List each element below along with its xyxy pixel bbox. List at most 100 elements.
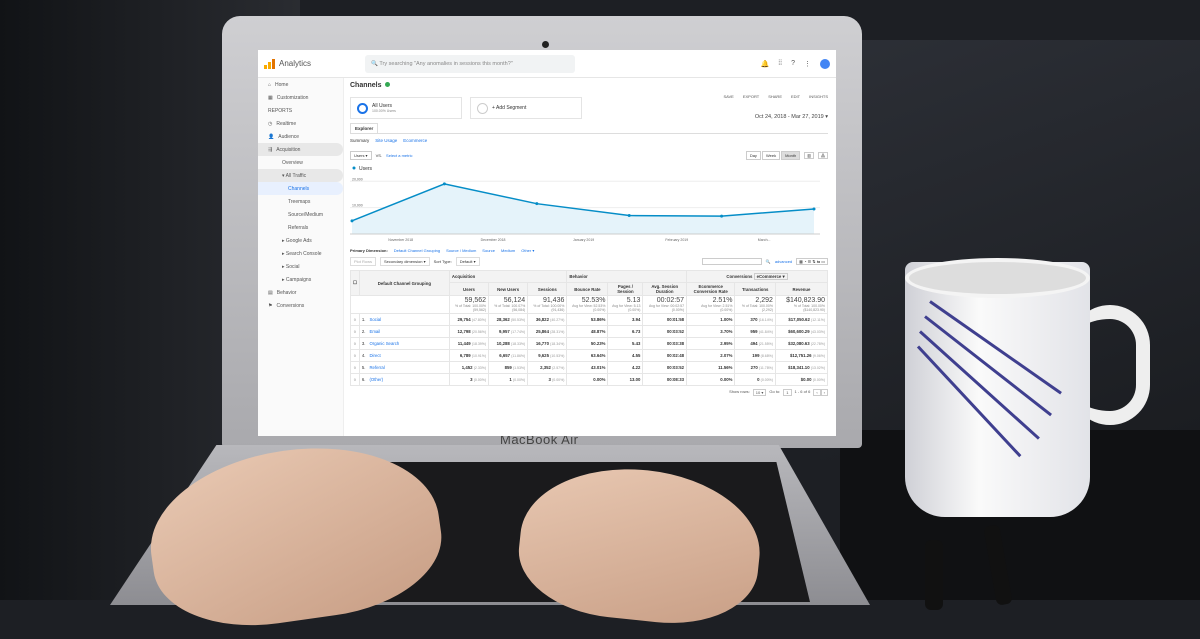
column-header[interactable]: Bounce Rate [566, 282, 609, 296]
dimension-option[interactable]: Medium [500, 248, 516, 253]
advanced-filter-link[interactable]: advanced [774, 259, 793, 264]
channel-link[interactable]: Direct [369, 353, 381, 358]
column-header[interactable]: Transactions [734, 282, 776, 296]
row-checkbox[interactable]: ○ [350, 337, 360, 350]
filter-search-icon[interactable]: 🔍 [765, 259, 771, 264]
line-chart-icon[interactable]: ▥ [804, 152, 814, 159]
prev-page-icon[interactable]: ‹ [813, 389, 821, 396]
x-tick-label: November 2018 [388, 238, 413, 242]
action-share-button[interactable]: SHARE [768, 94, 782, 99]
tab-explorer[interactable]: Explorer [350, 123, 379, 133]
sidebar-item-treemaps[interactable]: Treemaps [258, 195, 343, 208]
metric-select[interactable]: Users ▾ [350, 151, 372, 160]
data-point[interactable] [812, 207, 816, 211]
dimension-option[interactable]: Other ▾ [521, 248, 535, 253]
channel-link[interactable]: Referral [369, 365, 385, 370]
help-icon[interactable]: ? [791, 60, 795, 67]
sort-type-select[interactable]: Default ▾ [455, 257, 480, 266]
data-point[interactable] [720, 214, 724, 218]
rows-per-page-select[interactable]: 10 ▾ [752, 389, 767, 396]
totals-row: 59,562% of Total: 100.00% (59,562) 56,124… [350, 295, 829, 314]
sidebar-item-label: Realtime [276, 120, 297, 127]
metric-value: 11.56% [718, 365, 733, 370]
x-tick-label: February 2019 [665, 238, 688, 242]
segment-all-users[interactable]: All Users 100.00% Users [350, 97, 462, 119]
metric-percent: (8.68%) [760, 354, 773, 358]
metric-cell: 29,754 (47.80%) [448, 313, 490, 326]
sidebar-item-behavior[interactable]: ▤ Behavior [258, 286, 343, 299]
row-checkbox[interactable]: ○ [350, 349, 360, 362]
granularity-week-button[interactable]: Week [761, 151, 781, 160]
channel-link[interactable]: Organic Search [369, 341, 400, 346]
sidebar-item-social[interactable]: ▸ Social [258, 260, 343, 273]
column-header[interactable]: Sessions [527, 282, 568, 296]
plot-rows-button[interactable]: Plot Rows [350, 257, 377, 266]
sidebar-item-home[interactable]: ⌂ Home [258, 78, 343, 91]
channel-link[interactable]: Social [369, 317, 382, 322]
data-point[interactable] [627, 214, 631, 218]
action-export-button[interactable]: EXPORT [742, 94, 760, 99]
column-header[interactable]: Users [448, 282, 490, 296]
granularity-month-button[interactable]: Month [781, 151, 801, 160]
sidebar-item-channels[interactable]: Channels [258, 182, 343, 195]
bell-icon[interactable]: 🔔 [760, 60, 770, 68]
sidebar-item-searchconsole[interactable]: ▸ Search Console [258, 247, 343, 260]
motion-chart-icon[interactable]: ⁂ [818, 152, 828, 159]
date-range-picker[interactable]: Oct 24, 2018 - Mar 27, 2019 ▾ [754, 114, 828, 120]
header-row-groups: ☐ Default Channel Grouping Acquisition Beha… [350, 270, 828, 296]
sidebar-item-alltraffic[interactable]: ▾ All Traffic [258, 169, 343, 182]
next-page-icon[interactable]: › [820, 389, 828, 396]
sidebar-item-googleads[interactable]: ▸ Google Ads [258, 234, 343, 247]
conversions-select[interactable]: eCommerce ▾ [753, 272, 788, 280]
data-point[interactable] [535, 202, 539, 206]
dimension-option[interactable]: Default Channel Grouping [393, 248, 441, 253]
action-edit-button[interactable]: EDIT [790, 94, 801, 99]
column-header[interactable]: Ecommerce Conversion Rate [686, 282, 736, 296]
column-header[interactable]: Revenue [774, 282, 829, 296]
select-all-checkbox[interactable]: ☐ [350, 270, 360, 296]
channel-link[interactable]: Email [369, 329, 381, 334]
column-header-channel[interactable]: Default Channel Grouping [358, 270, 450, 296]
action-save-button[interactable]: SAVE [723, 94, 734, 99]
apps-grid-icon[interactable]: ⁞⁞ [778, 60, 783, 67]
select-metric-link[interactable]: Select a metric [386, 153, 413, 158]
subtab-site-usage[interactable]: Site Usage [375, 138, 398, 143]
action-insights-button[interactable]: INSIGHTS [809, 94, 828, 99]
data-point[interactable] [442, 182, 446, 186]
channel-link[interactable]: (Other) [369, 377, 384, 382]
sidebar-item-customization[interactable]: ▦ Customization [258, 91, 343, 104]
add-segment-button[interactable]: + Add Segment [470, 97, 582, 119]
row-checkbox[interactable]: ○ [350, 361, 360, 374]
subtab-summary[interactable]: Summary [350, 138, 370, 143]
sidebar-item-referrals[interactable]: Referrals [258, 221, 343, 234]
row-checkbox[interactable]: ○ [350, 373, 360, 386]
row-checkbox[interactable]: ○ [350, 325, 360, 338]
subtab-ecommerce[interactable]: Ecommerce [403, 138, 428, 143]
sidebar-item-audience[interactable]: 👤 Audience [258, 130, 343, 143]
sidebar-item-overview[interactable]: Overview [258, 156, 343, 169]
sidebar-item-realtime[interactable]: ◷ Realtime [258, 117, 343, 130]
metric-value: 00:03:38 [666, 341, 685, 346]
data-point[interactable] [350, 219, 354, 223]
page-range-label: 1 - 6 of 6 [794, 389, 811, 394]
search-input[interactable]: 🔍 Try searching "Any anomalies in sessio… [365, 54, 575, 73]
row-checkbox[interactable]: ○ [350, 313, 360, 326]
column-header[interactable]: Avg. Session Duration [642, 282, 688, 296]
sidebar-item-campaigns[interactable]: ▸ Campaigns [258, 273, 343, 286]
dimension-option[interactable]: Source [482, 248, 495, 253]
table-view-icons[interactable]: ▦ ◔ ☰ ⇅ ⇆ ▭ [796, 258, 828, 265]
sidebar-item-acquisition[interactable]: ⇶ Acquisition [258, 143, 343, 156]
granularity-day-button[interactable]: Day [745, 151, 761, 160]
total-value: 56,124 [503, 297, 526, 304]
row-number: 1. [361, 317, 366, 322]
sidebar-item-conversions[interactable]: ⚑ Conversions [258, 299, 343, 312]
goto-page-input[interactable]: 1 [783, 389, 792, 396]
avatar[interactable] [820, 58, 830, 69]
table-filter-input[interactable] [701, 258, 762, 265]
more-icon[interactable]: ⋮ [804, 60, 811, 68]
dimension-option[interactable]: Source / Medium [446, 248, 477, 253]
sidebar-item-sourcemedium[interactable]: Source/Medium [258, 208, 343, 221]
column-header[interactable]: New Users [488, 282, 529, 296]
secondary-dimension-select[interactable]: Secondary dimension ▾ [380, 257, 430, 266]
column-header[interactable]: Pages / Session [607, 282, 644, 296]
